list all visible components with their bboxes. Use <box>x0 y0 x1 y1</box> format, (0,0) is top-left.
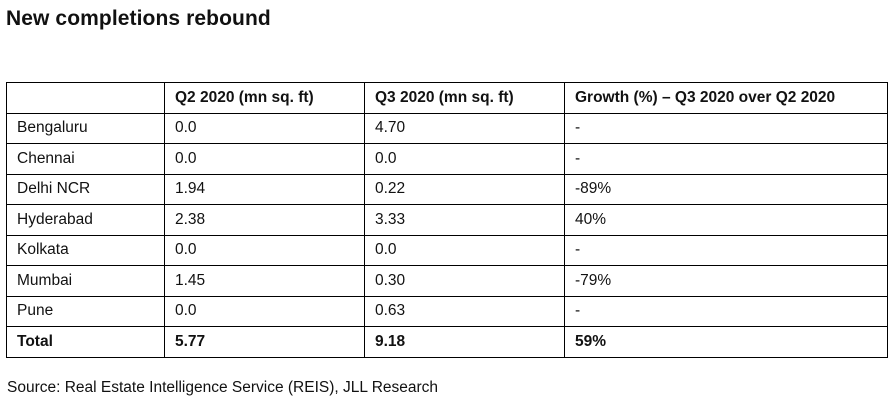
row-q3-value: 0.22 <box>364 173 565 205</box>
row-city: Chennai <box>6 143 165 175</box>
row-q3-value: 3.33 <box>364 204 565 236</box>
page-title: New completions rebound <box>6 7 271 30</box>
total-label: Total <box>6 326 165 358</box>
row-growth: - <box>564 112 888 144</box>
completions-table: Q2 2020 (mn sq. ft) Q3 2020 (mn sq. ft) … <box>6 82 888 358</box>
row-city: Delhi NCR <box>6 173 165 205</box>
row-city: Mumbai <box>6 265 165 297</box>
header-city <box>6 82 165 114</box>
row-q2-value: 1.45 <box>164 265 365 297</box>
row-q2-value: 0.0 <box>164 143 365 175</box>
row-city: Bengaluru <box>6 112 165 144</box>
row-q2-value: 2.38 <box>164 204 365 236</box>
row-growth: - <box>564 143 888 175</box>
table-row: Kolkata 0.0 0.0 - <box>6 234 888 266</box>
row-city: Hyderabad <box>6 204 165 236</box>
row-growth: - <box>564 234 888 266</box>
row-city: Pune <box>6 295 165 327</box>
source-note: Source: Real Estate Intelligence Service… <box>7 379 439 396</box>
header-growth: Growth (%) – Q3 2020 over Q2 2020 <box>564 82 888 114</box>
row-q2-value: 1.94 <box>164 173 365 205</box>
row-growth: 40% <box>564 204 888 236</box>
header-q3-2020: Q3 2020 (mn sq. ft) <box>364 82 565 114</box>
row-growth: - <box>564 295 888 327</box>
table-row: Hyderabad 2.38 3.33 40% <box>6 204 888 236</box>
total-q2-value: 5.77 <box>164 326 365 358</box>
total-growth: 59% <box>564 326 888 358</box>
table-row: Mumbai 1.45 0.30 -79% <box>6 265 888 297</box>
table-header-row: Q2 2020 (mn sq. ft) Q3 2020 (mn sq. ft) … <box>6 82 888 114</box>
table-row: Bengaluru 0.0 4.70 - <box>6 112 888 144</box>
header-q2-2020: Q2 2020 (mn sq. ft) <box>164 82 365 114</box>
table-row: Pune 0.0 0.63 - <box>6 295 888 327</box>
table-row: Delhi NCR 1.94 0.22 -89% <box>6 173 888 205</box>
total-row: Total 5.77 9.18 59% <box>6 326 888 358</box>
row-q2-value: 0.0 <box>164 295 365 327</box>
row-growth: -79% <box>564 265 888 297</box>
row-q2-value: 0.0 <box>164 112 365 144</box>
row-q3-value: 0.63 <box>364 295 565 327</box>
row-growth: -89% <box>564 173 888 205</box>
row-city: Kolkata <box>6 234 165 266</box>
row-q3-value: 0.0 <box>364 143 565 175</box>
row-q3-value: 4.70 <box>364 112 565 144</box>
row-q2-value: 0.0 <box>164 234 365 266</box>
table-row: Chennai 0.0 0.0 - <box>6 143 888 175</box>
row-q3-value: 0.30 <box>364 265 565 297</box>
total-q3-value: 9.18 <box>364 326 565 358</box>
row-q3-value: 0.0 <box>364 234 565 266</box>
